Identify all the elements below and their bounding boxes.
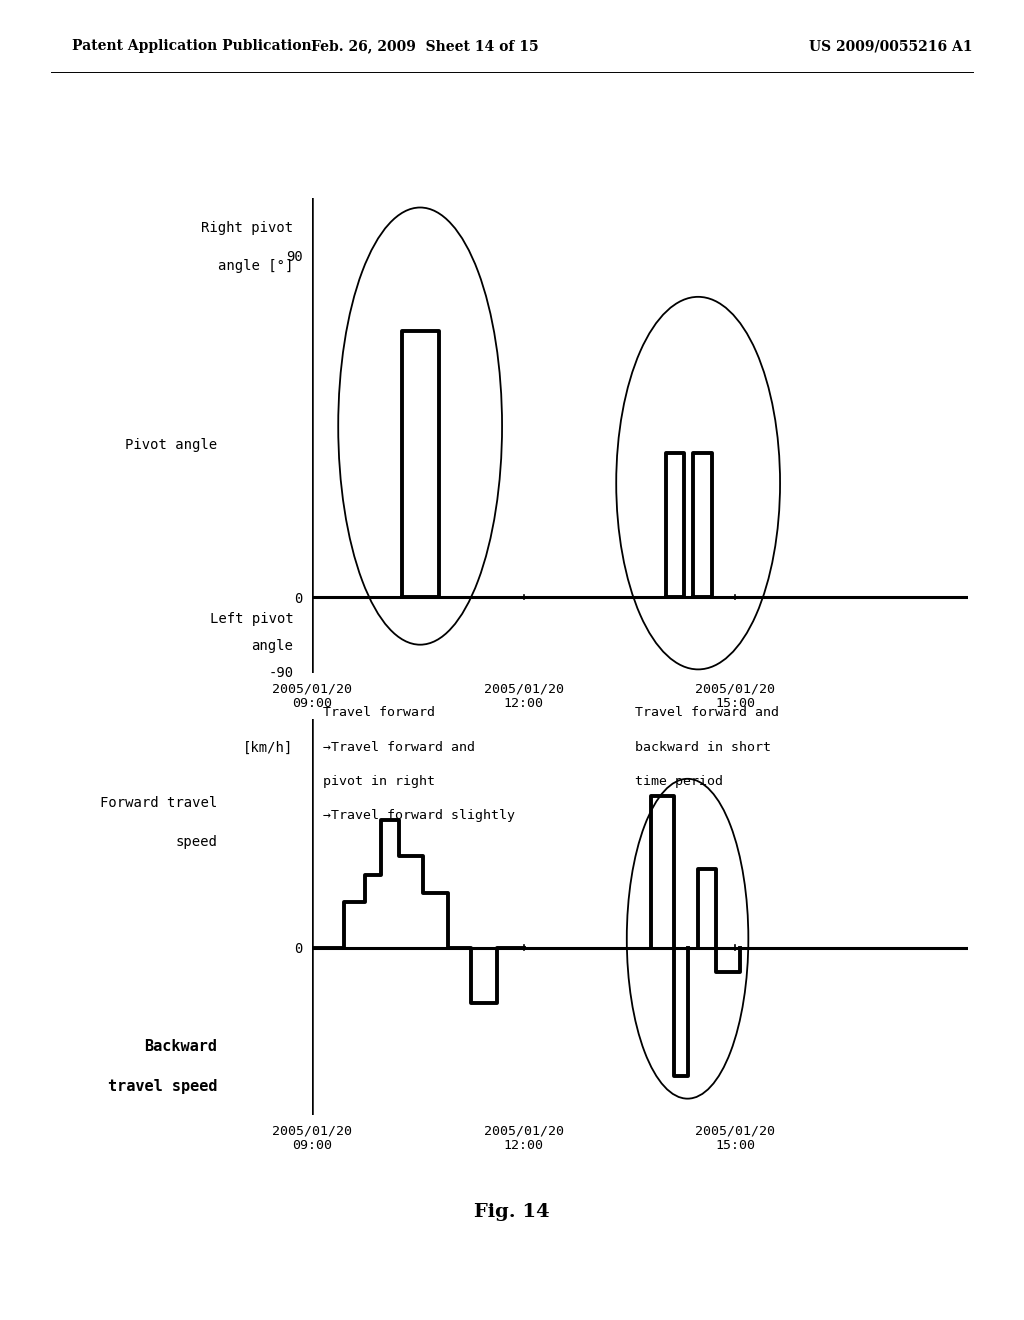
Text: Backward: Backward <box>144 1039 217 1055</box>
Text: US 2009/0055216 A1: US 2009/0055216 A1 <box>809 40 973 53</box>
Text: angle: angle <box>252 639 293 653</box>
Text: Travel forward and: Travel forward and <box>635 706 779 719</box>
Text: Patent Application Publication: Patent Application Publication <box>72 40 311 53</box>
Text: Travel forward: Travel forward <box>323 706 434 719</box>
Text: Pivot angle: Pivot angle <box>125 438 217 453</box>
Text: →Travel forward and: →Travel forward and <box>323 741 474 754</box>
Text: angle [°]: angle [°] <box>218 259 293 273</box>
Text: speed: speed <box>175 836 217 849</box>
Text: -90: -90 <box>268 665 293 680</box>
Text: travel speed: travel speed <box>108 1078 217 1094</box>
Text: →Travel forward slightly: →Travel forward slightly <box>323 809 514 822</box>
Text: [km/h]: [km/h] <box>243 741 293 755</box>
Text: Right pivot: Right pivot <box>201 220 293 235</box>
Text: time period: time period <box>635 775 723 788</box>
Text: pivot in right: pivot in right <box>323 775 434 788</box>
Text: Forward travel: Forward travel <box>100 796 217 809</box>
Text: backward in short: backward in short <box>635 741 771 754</box>
Text: Fig. 14: Fig. 14 <box>474 1203 550 1221</box>
Text: Feb. 26, 2009  Sheet 14 of 15: Feb. 26, 2009 Sheet 14 of 15 <box>311 40 539 53</box>
Text: Left pivot: Left pivot <box>210 612 293 627</box>
